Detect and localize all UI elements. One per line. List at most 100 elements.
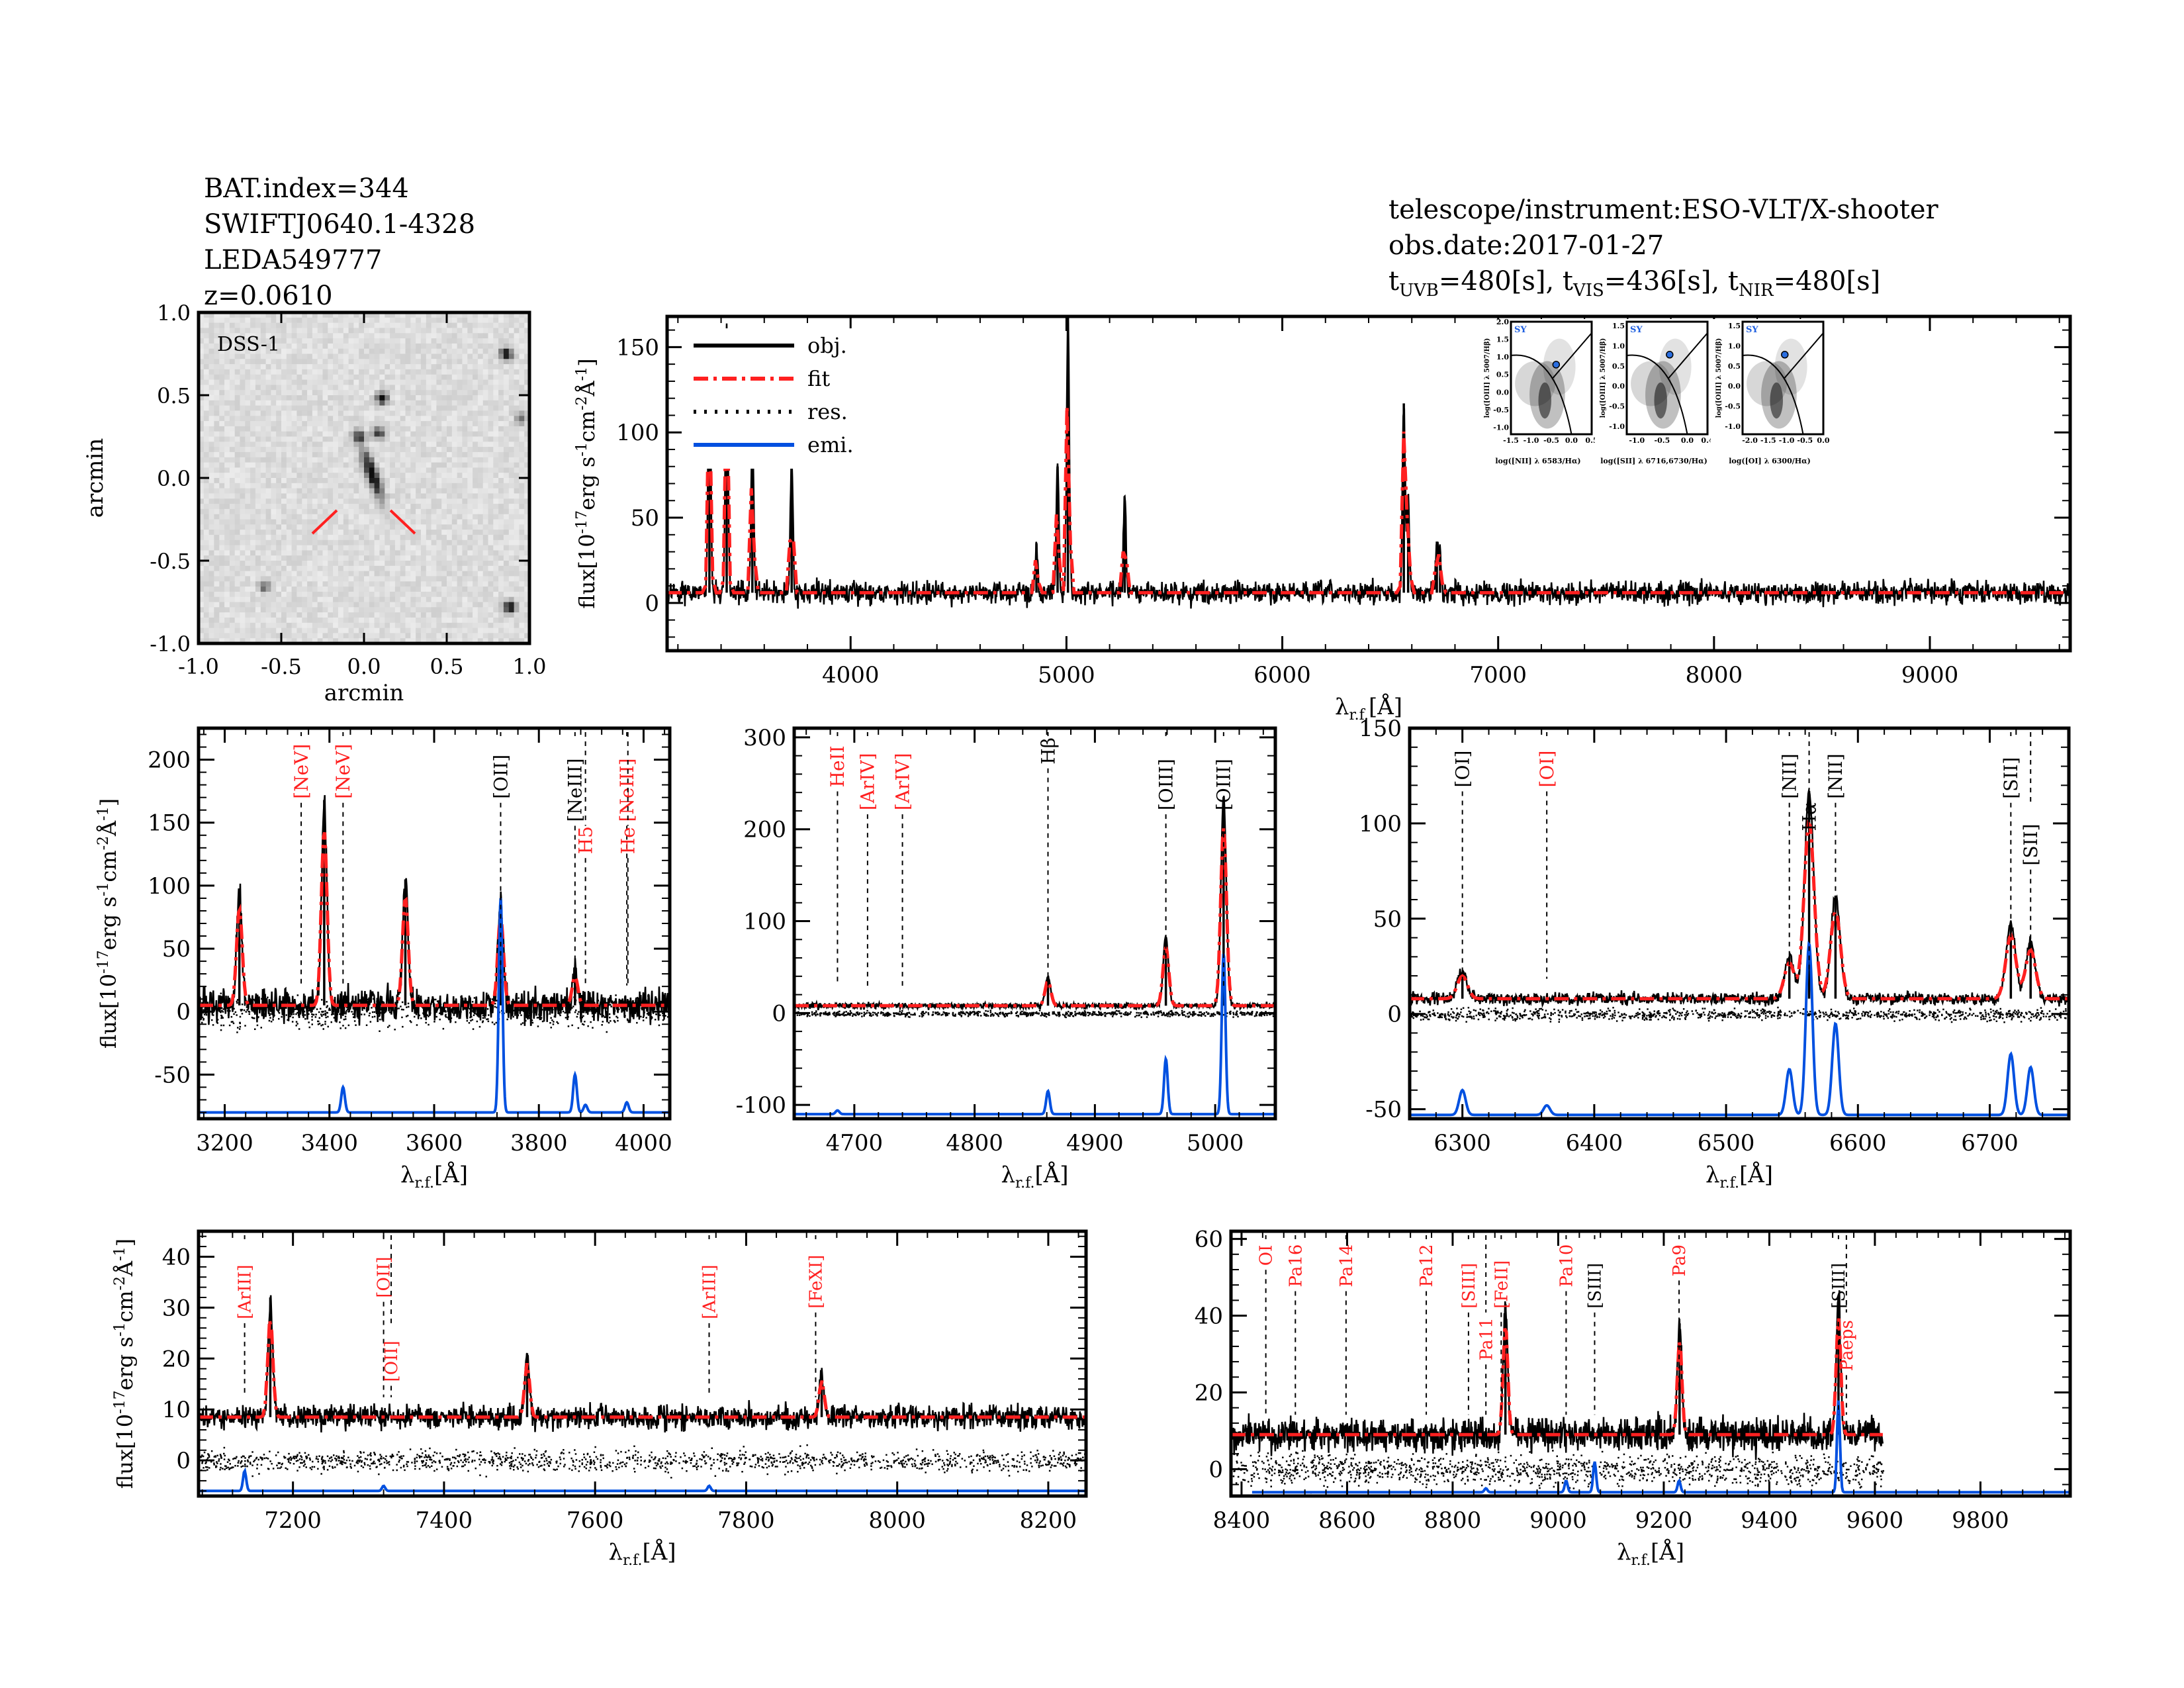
image-pixel: [420, 395, 427, 401]
image-pixel: [400, 374, 406, 381]
image-pixel: [276, 462, 282, 469]
image-pixel: [260, 638, 267, 644]
image-pixel: [265, 571, 272, 577]
image-pixel: [219, 545, 225, 551]
image-pixel: [255, 426, 261, 432]
image-pixel: [348, 607, 355, 613]
image-pixel: [199, 467, 205, 473]
image-pixel: [385, 364, 390, 370]
image-pixel: [498, 607, 504, 613]
image-pixel: [369, 400, 375, 406]
image-pixel: [488, 555, 494, 561]
image-pixel: [317, 353, 324, 359]
image-pixel: [431, 379, 437, 386]
image-pixel: [394, 431, 401, 438]
x-tick-label: 4900: [1066, 1130, 1124, 1156]
image-pixel: [519, 493, 525, 499]
image-pixel: [312, 561, 318, 567]
image-pixel: [271, 576, 277, 582]
image-pixel: [302, 612, 308, 618]
image-pixel: [229, 633, 236, 639]
image-pixel: [457, 390, 463, 396]
image-pixel: [385, 514, 390, 520]
image-pixel: [364, 442, 370, 447]
image-pixel: [488, 565, 494, 572]
image-pixel: [312, 571, 318, 577]
image-pixel: [441, 385, 447, 391]
image-pixel: [482, 317, 489, 324]
image-pixel: [317, 343, 324, 350]
image-pixel: [400, 555, 406, 561]
image-pixel: [348, 586, 355, 592]
image-pixel: [410, 462, 416, 469]
image-pixel: [214, 364, 220, 370]
image-pixel: [219, 379, 225, 386]
image-pixel: [199, 431, 205, 438]
axes-frame: [792, 726, 1277, 1121]
image-pixel: [374, 612, 381, 618]
image-pixel: [276, 322, 282, 329]
image-pixel: [265, 328, 272, 334]
image-pixel: [234, 596, 241, 603]
image-pixel: [317, 622, 324, 629]
image-pixel: [410, 359, 416, 365]
image-pixel: [245, 431, 251, 438]
image-pixel: [488, 488, 494, 494]
image-pixel: [441, 498, 447, 504]
image-pixel: [426, 586, 432, 592]
image-pixel: [385, 421, 390, 427]
image-pixel: [467, 431, 473, 438]
image-pixel: [224, 638, 230, 644]
image-pixel: [385, 524, 390, 530]
image-pixel: [302, 379, 308, 386]
image-pixel: [203, 628, 210, 634]
image-pixel: [322, 622, 328, 629]
image-pixel: [503, 586, 510, 592]
x-tick-label: 8000: [868, 1507, 926, 1534]
image-pixel: [405, 447, 411, 453]
image-pixel: [400, 493, 406, 499]
image-pixel: [416, 628, 422, 634]
image-pixel: [410, 596, 416, 603]
image-pixel: [451, 530, 458, 536]
image-pixel: [514, 498, 520, 504]
image-pixel: [296, 447, 302, 453]
image-pixel: [245, 565, 251, 572]
image-pixel: [255, 442, 261, 447]
image-pixel: [410, 483, 416, 489]
image-pixel: [240, 416, 246, 422]
image-pixel: [420, 550, 427, 556]
image-pixel: [199, 565, 205, 572]
image-pixel: [255, 436, 261, 442]
image-pixel: [250, 561, 256, 567]
image-pixel: [302, 508, 308, 515]
image-pixel: [296, 426, 302, 432]
image-pixel: [369, 348, 375, 355]
image-pixel: [369, 596, 375, 603]
image-pixel: [451, 576, 458, 582]
image-pixel: [374, 312, 381, 318]
image-pixel: [524, 586, 530, 592]
image-pixel: [410, 493, 416, 499]
image-pixel: [317, 364, 324, 370]
image-pixel: [281, 514, 287, 520]
image-pixel: [400, 328, 406, 334]
image-pixel: [240, 467, 246, 473]
bpt-y-tick-label: 1.0: [1728, 342, 1741, 350]
image-pixel: [385, 410, 390, 416]
image-pixel: [514, 338, 520, 344]
image-pixel: [302, 442, 308, 447]
image-pixel: [447, 581, 453, 587]
image-pixel: [245, 561, 251, 567]
image-pixel: [229, 565, 236, 572]
image-pixel: [493, 488, 499, 494]
image-pixel: [307, 581, 313, 587]
image-pixel: [224, 607, 230, 613]
x-axis-label: λr.f.[Å]: [1335, 693, 1402, 724]
image-pixel: [514, 530, 520, 536]
image-pixel: [307, 508, 313, 515]
image-pixel: [286, 395, 293, 401]
image-pixel: [364, 638, 370, 644]
image-pixel: [416, 369, 422, 375]
image-pixel: [488, 478, 494, 484]
